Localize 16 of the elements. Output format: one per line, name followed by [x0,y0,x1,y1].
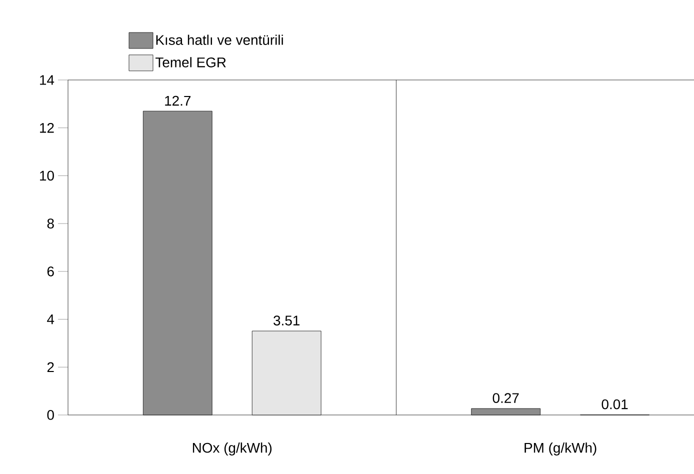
data-label: 0.01 [602,399,628,410]
data-label: 12.7 [165,96,191,106]
legend-label: Kısa hatlı ve ventürili [156,34,283,45]
y-tick-label: 10 [40,170,54,181]
data-label: 3.51 [274,316,300,326]
x-tick-label: NOx (g/kWh) [192,442,272,456]
y-tick-label: 0 [47,410,54,420]
y-tick-label: 14 [40,75,54,85]
y-tick-label: 4 [47,314,54,324]
x-tick-label: PM (g/kWh) [524,442,596,456]
y-tick-label: 6 [47,266,54,276]
data-label: 0.27 [492,393,519,404]
y-tick-label: 12 [40,122,54,133]
legend-label: Temel EGR [155,57,226,68]
y-tick-label: 2 [47,362,54,372]
y-tick-label: 8 [47,218,54,228]
